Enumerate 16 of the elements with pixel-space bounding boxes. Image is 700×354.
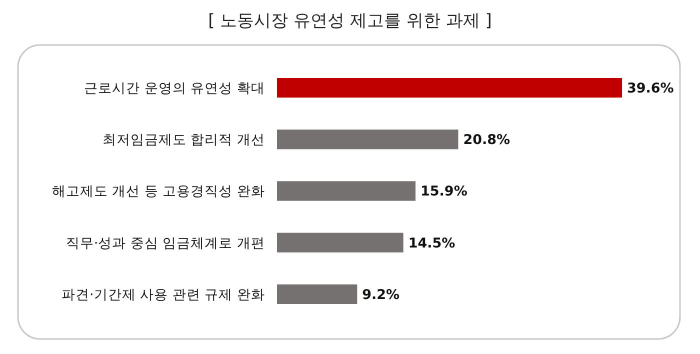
data-label: 15.9% [420,184,468,200]
y-tick-label: 최저임금제도 합리적 개선 [102,132,265,148]
data-label: 14.5% [408,235,456,252]
y-tick-label: 해고제도 개선 등 고용경직성 완화 [52,184,265,200]
bar [277,284,358,304]
bar [277,130,458,150]
data-label: 39.6% [627,80,674,97]
y-tick-label: 직무·성과 중심 임금체계로 개편 [66,235,265,252]
bar [277,181,416,201]
data-label: 20.8% [463,132,511,148]
chart-title: [ 노동시장 유연성 제고를 위한 과제 ] [208,11,492,31]
y-tick-label: 파견·기간제 사용 관련 규제 완화 [62,286,265,303]
data-label: 9.2% [362,286,400,303]
bar [277,78,622,98]
bar [277,232,404,252]
y-tick-label: 근로시간 운영의 유연성 확대 [84,80,265,97]
